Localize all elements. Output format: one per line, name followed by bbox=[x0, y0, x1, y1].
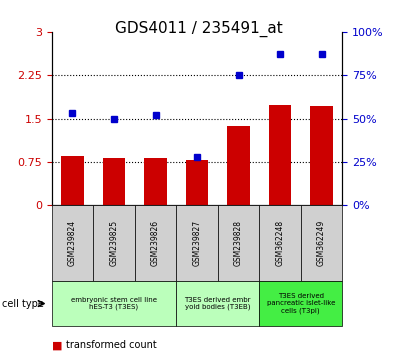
Text: GSM239827: GSM239827 bbox=[193, 220, 201, 267]
Text: GDS4011 / 235491_at: GDS4011 / 235491_at bbox=[115, 21, 283, 38]
Text: ■: ■ bbox=[52, 340, 62, 350]
Bar bbox=[227, 126, 250, 205]
Bar bbox=[185, 160, 209, 205]
Text: GSM239825: GSM239825 bbox=[109, 220, 119, 267]
Text: T3ES derived
pancreatic islet-like
cells (T3pi): T3ES derived pancreatic islet-like cells… bbox=[267, 293, 335, 314]
Text: transformed count: transformed count bbox=[66, 340, 156, 350]
Bar bbox=[61, 156, 84, 205]
Bar bbox=[103, 158, 125, 205]
Bar bbox=[144, 158, 167, 205]
Bar bbox=[310, 106, 333, 205]
Text: GSM239826: GSM239826 bbox=[151, 220, 160, 267]
Text: GSM239828: GSM239828 bbox=[234, 221, 243, 266]
Text: cell type: cell type bbox=[2, 298, 44, 309]
Bar bbox=[269, 105, 291, 205]
Text: embryonic stem cell line
hES-T3 (T3ES): embryonic stem cell line hES-T3 (T3ES) bbox=[71, 297, 157, 310]
Text: GSM362249: GSM362249 bbox=[317, 220, 326, 267]
Text: GSM362248: GSM362248 bbox=[275, 220, 285, 267]
Text: GSM239824: GSM239824 bbox=[68, 220, 77, 267]
Text: T3ES derived embr
yoid bodies (T3EB): T3ES derived embr yoid bodies (T3EB) bbox=[185, 297, 251, 310]
